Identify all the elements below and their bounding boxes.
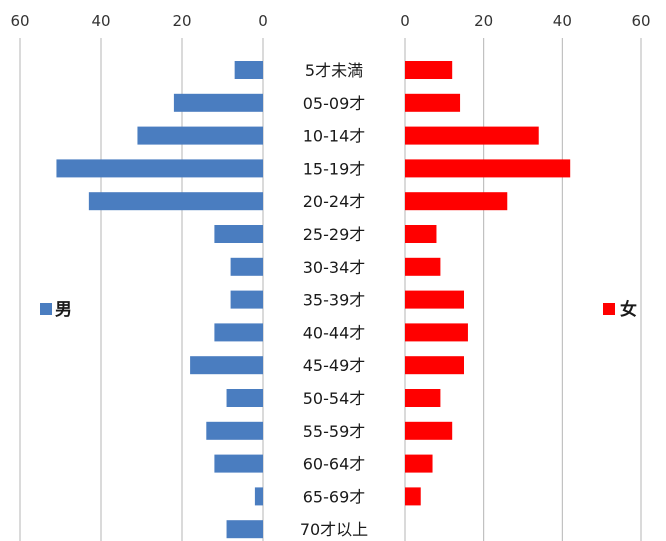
right-axis-tick-label: 60 xyxy=(631,12,650,30)
left-axis-tick-label: 40 xyxy=(91,12,110,30)
male-bar xyxy=(173,93,263,112)
female-bar xyxy=(405,93,461,112)
category-labels: 5才未満 05-09才 10-14才 15-19才 20-24才 25-29才 30-34才… xyxy=(300,61,368,539)
female-bar xyxy=(405,126,539,145)
female-bar xyxy=(405,257,441,276)
category-label: 40-44才 xyxy=(303,323,366,342)
female-bar xyxy=(405,323,468,342)
right-axis-tick-label: 20 xyxy=(474,12,493,30)
bars xyxy=(56,61,571,539)
male-bar xyxy=(226,389,263,407)
male-bar xyxy=(214,454,263,473)
male-bar xyxy=(206,421,263,440)
category-label: 20-24才 xyxy=(303,192,366,211)
category-label: 55-59才 xyxy=(303,422,366,441)
male-bar xyxy=(214,225,263,243)
legend-label-female: 女 xyxy=(620,299,637,320)
category-label: 10-14才 xyxy=(303,127,366,146)
male-bar xyxy=(230,290,263,309)
gridlines xyxy=(19,38,642,541)
female-bar xyxy=(405,290,464,309)
category-label: 5才未満 xyxy=(305,61,363,80)
male-bar xyxy=(137,126,263,145)
right-axis-tick-label: 40 xyxy=(553,12,572,30)
male-bar xyxy=(254,487,263,506)
female-bar xyxy=(405,487,421,506)
category-label: 50-54才 xyxy=(303,389,366,408)
female-bar xyxy=(405,61,453,79)
female-bar xyxy=(405,159,571,178)
legend-swatch-female xyxy=(603,303,615,315)
right-axis-tick-label: 0 xyxy=(400,12,410,30)
female-bar xyxy=(405,421,453,440)
female-bar xyxy=(405,225,437,243)
left-axis-tick-label: 0 xyxy=(258,12,268,30)
category-label: 05-09才 xyxy=(303,94,366,113)
category-label: 70才以上 xyxy=(300,520,368,539)
legend: 男女 xyxy=(40,299,637,320)
male-bar xyxy=(226,520,263,539)
category-label: 60-64才 xyxy=(303,455,366,474)
male-bar xyxy=(214,323,263,342)
legend-label-male: 男 xyxy=(55,300,72,320)
male-bar xyxy=(230,257,263,276)
category-label: 25-29才 xyxy=(303,225,366,244)
female-bar xyxy=(405,454,433,473)
male-bar xyxy=(88,192,263,211)
female-bar xyxy=(405,389,441,407)
left-axis-tick-label: 60 xyxy=(10,12,29,30)
category-label: 65-69才 xyxy=(303,487,366,506)
female-bar xyxy=(405,356,464,375)
category-label: 30-34才 xyxy=(303,258,366,277)
legend-swatch-male xyxy=(40,303,52,315)
axis-tick-labels: 60 40 20 0 0 20 40 60 xyxy=(10,12,650,30)
category-label: 35-39才 xyxy=(303,291,366,310)
category-label: 45-49才 xyxy=(303,356,366,375)
male-bar xyxy=(190,356,263,375)
female-bar xyxy=(405,192,508,211)
left-axis-tick-label: 20 xyxy=(172,12,191,30)
male-bar xyxy=(56,159,264,178)
category-label: 15-19才 xyxy=(303,159,366,178)
male-bar xyxy=(234,61,263,79)
